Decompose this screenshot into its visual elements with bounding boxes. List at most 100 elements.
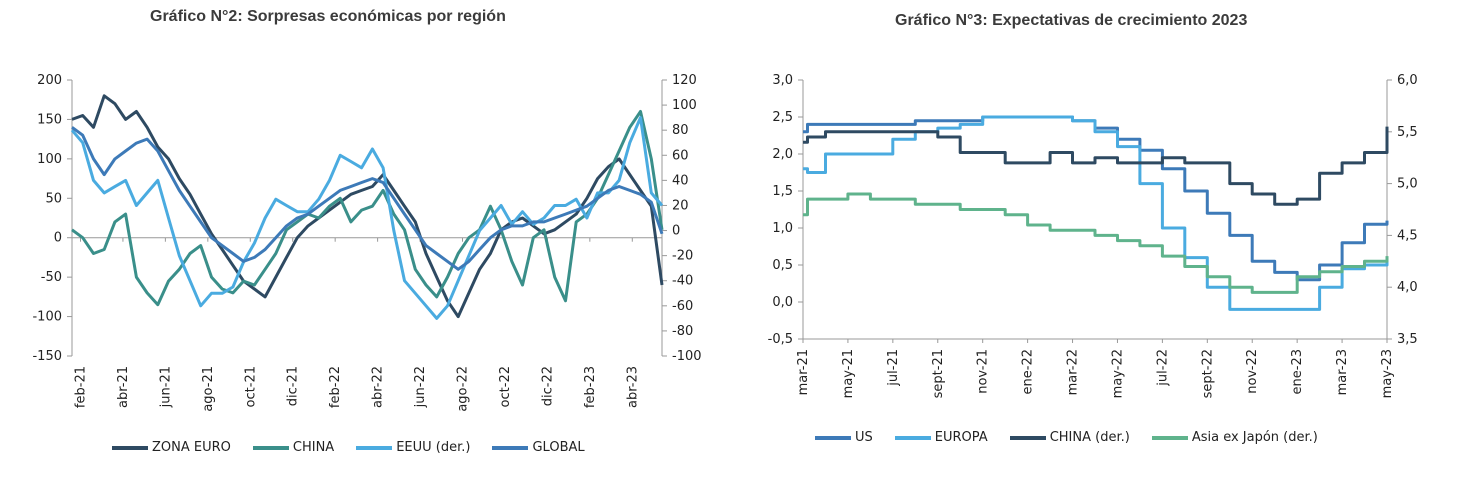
chart-panel-right: Gráfico N°3: Expectativas de crecimiento… xyxy=(735,0,1470,494)
y-tick-label-right: -40 xyxy=(672,274,693,289)
chart-title: Gráfico N°3: Expectativas de crecimiento… xyxy=(895,12,1248,29)
y-tick-label-right: 100 xyxy=(672,98,697,113)
y-tick-label-left: 0,0 xyxy=(772,295,793,310)
y-tick-label-right: -80 xyxy=(672,324,693,339)
legend-label: US xyxy=(855,430,873,445)
x-tick-label: mar-21 xyxy=(796,349,811,395)
y-tick-label-right: 4,0 xyxy=(1397,280,1418,295)
legend-item: CHINA xyxy=(252,440,335,455)
y-tick-label-right: 80 xyxy=(672,123,689,138)
y-tick-label-left: 0 xyxy=(54,231,62,246)
y-tick-label-left: -100 xyxy=(32,310,62,325)
legend-label: CHINA xyxy=(292,440,335,455)
x-tick-label: jul-21 xyxy=(886,349,901,387)
series-line xyxy=(803,115,1389,311)
legend-label: ZONA EURO xyxy=(152,440,231,455)
x-tick-label: may-21 xyxy=(841,349,856,398)
chart-title: Gráfico N°2: Sorpresas económicas por re… xyxy=(150,8,506,25)
legend-swatch xyxy=(112,445,148,450)
x-tick-label: mar-23 xyxy=(1335,349,1350,395)
y-tick-label-left: 1,0 xyxy=(772,221,793,236)
y-tick-label-right: 40 xyxy=(672,173,689,188)
legend-label: Asia ex Japón (der.) xyxy=(1191,430,1318,445)
legend-item: Asia ex Japón (der.) xyxy=(1151,430,1318,445)
y-tick-label-left: 150 xyxy=(37,112,62,127)
x-tick-label: ene-22 xyxy=(1021,349,1036,394)
x-tick-label: feb-21 xyxy=(73,366,88,408)
series-line xyxy=(70,116,664,320)
y-tick-label-right: 60 xyxy=(672,148,689,163)
x-tick-label: abr-22 xyxy=(371,366,386,408)
x-tick-label: dic-22 xyxy=(540,366,555,406)
legend-label: CHINA (der.) xyxy=(1049,430,1130,445)
y-tick-label-right: 5,0 xyxy=(1397,177,1418,192)
x-tick-label: sept-22 xyxy=(1200,349,1215,398)
chart-left-svg: -150 -100 -50 0 50 100 150 200 -100 -80 -60 -40 -20 0… xyxy=(32,73,702,412)
legend-swatch xyxy=(492,445,529,450)
x-tick-label: feb-22 xyxy=(328,366,343,408)
y-tick-label-left: 3,0 xyxy=(772,73,793,88)
x-tick-label: jun-21 xyxy=(158,366,173,408)
series-line xyxy=(71,126,664,271)
legend-item: EEUU (der.) xyxy=(356,440,470,455)
y-tick-label-right: -20 xyxy=(672,249,693,264)
x-tick-label: jun-22 xyxy=(413,366,428,408)
x-tick-label: ago-21 xyxy=(201,366,216,412)
chart-right-svg: -0,5 0,0 0,5 1,0 1,5 2,0 2,5 3,0 3,5 4,0 4,5 5,0 5,5… xyxy=(768,73,1418,398)
series-line xyxy=(71,110,664,307)
y-tick-label-right: -60 xyxy=(672,299,693,314)
x-tick-label: nov-21 xyxy=(976,349,991,394)
legend-item: GLOBAL xyxy=(492,440,585,455)
series-line xyxy=(803,192,1389,294)
legend-swatch xyxy=(252,445,289,450)
y-tick-label-right: 3,5 xyxy=(1397,332,1418,347)
y-tick-label-left: 1,5 xyxy=(772,184,793,199)
x-tick-label: abr-23 xyxy=(625,366,640,408)
legend-swatch xyxy=(1009,435,1046,440)
legend-item: EUROPA xyxy=(894,430,988,445)
y-tick-label-right: 0 xyxy=(672,224,680,239)
legend: ZONA EURO CHINA EEUU (der.) GLOBAL xyxy=(112,440,607,455)
legend-label: EUROPA xyxy=(934,430,988,445)
x-tick-label: dic-21 xyxy=(286,366,301,406)
legend: US EUROPA CHINA (der.) Asia ex Japón (de… xyxy=(815,430,1340,445)
x-tick-label: ago-22 xyxy=(456,366,471,412)
y-tick-label-right: -100 xyxy=(672,349,702,364)
y-tick-label-left: 100 xyxy=(37,152,62,167)
x-tick-label: nov-22 xyxy=(1245,349,1260,394)
legend-item: CHINA (der.) xyxy=(1009,430,1130,445)
x-tick-label: mar-22 xyxy=(1066,349,1081,395)
x-tick-label: abr-21 xyxy=(116,366,131,408)
legend-swatch xyxy=(894,435,931,440)
y-tick-label-left: 50 xyxy=(45,191,62,206)
y-tick-label-right: 4,5 xyxy=(1397,228,1418,243)
legend-label: EEUU (der.) xyxy=(396,440,471,455)
y-tick-label-right: 120 xyxy=(672,73,697,88)
x-tick-label: feb-23 xyxy=(583,366,598,408)
x-tick-label: oct-21 xyxy=(243,366,258,407)
y-tick-label-left: -150 xyxy=(32,349,62,364)
series-line xyxy=(71,94,664,319)
y-tick-label-left: 2,0 xyxy=(772,147,793,162)
x-tick-label: may-23 xyxy=(1380,349,1395,398)
x-tick-label: jul-22 xyxy=(1155,349,1170,387)
legend-swatch xyxy=(356,445,393,450)
series-line xyxy=(803,115,1389,282)
y-tick-label-left: -0,5 xyxy=(768,332,793,347)
legend-swatch xyxy=(815,435,851,440)
y-tick-label-right: 20 xyxy=(672,198,689,213)
x-tick-label: oct-22 xyxy=(498,366,513,407)
y-tick-label-left: 2,5 xyxy=(772,110,793,125)
legend-item: US xyxy=(815,430,873,445)
legend-swatch xyxy=(1151,435,1188,440)
legend-label: GLOBAL xyxy=(532,440,585,455)
y-tick-label-right: 6,0 xyxy=(1397,73,1418,88)
x-tick-label: sept-21 xyxy=(931,349,946,398)
y-tick-label-left: -50 xyxy=(41,270,62,285)
y-tick-label-right: 5,5 xyxy=(1397,125,1418,140)
x-tick-label: ene-23 xyxy=(1290,349,1305,394)
y-tick-label-left: 200 xyxy=(37,73,62,88)
x-tick-label: may-22 xyxy=(1110,349,1125,398)
chart-panel-left: Gráfico N°2: Sorpresas económicas por re… xyxy=(0,0,735,494)
legend-item: ZONA EURO xyxy=(112,440,231,455)
